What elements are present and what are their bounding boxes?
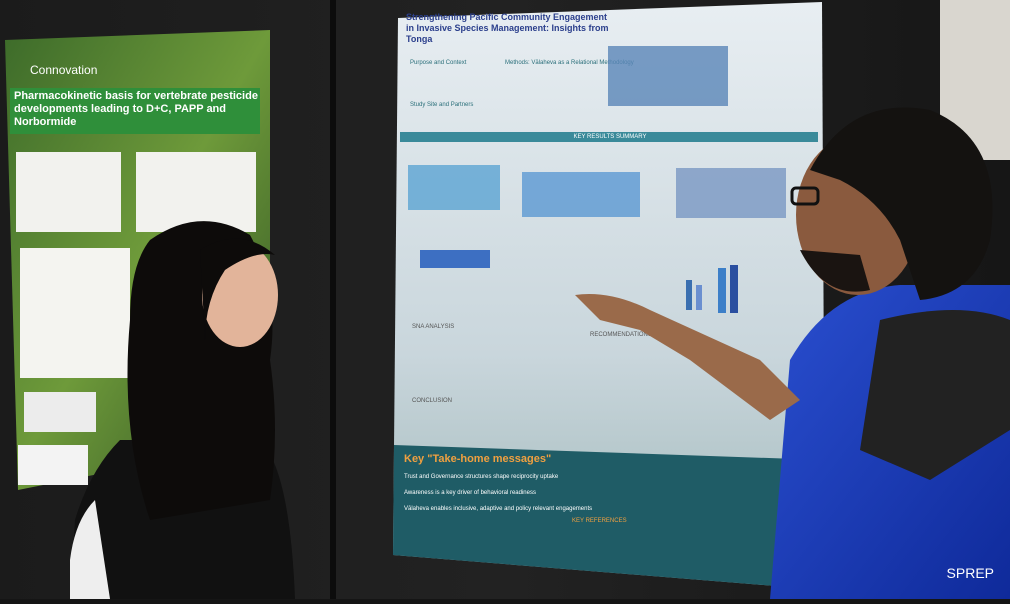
takeaway: Awareness is a key driver of behavioral … [404, 490, 536, 496]
section-heading: RECOMMENDATIONS [590, 332, 652, 338]
panel-seam [330, 0, 336, 599]
poster-title: Strengthening Pacific Community Engageme… [406, 12, 609, 44]
section-heading: Purpose and Context [410, 60, 467, 66]
section-heading: SNA ANALYSIS [412, 324, 454, 330]
section-heading: KEY RESULTS SUMMARY [573, 134, 646, 140]
section-heading: CONCLUSION [412, 398, 452, 404]
takeaway-title: Key "Take-home messages" [404, 453, 551, 465]
section-heading: KEY REFERENCES [572, 518, 627, 524]
poster-logo: Connovation [30, 63, 97, 77]
poster-title: Pharmacokinetic basis for vertebrate pes… [14, 90, 258, 128]
takeaway: Vālaheva enables inclusive, adaptive and… [404, 506, 592, 512]
man [575, 107, 1010, 599]
left-poster: Connovation Pharmacokinetic basis for ve… [5, 30, 270, 490]
section-heading: Study Site and Partners [410, 102, 473, 108]
takeaway: Trust and Governance structures shape re… [404, 474, 559, 480]
photo-credit: SPREP [947, 565, 994, 581]
woman [70, 221, 295, 599]
section-heading: Methods: Vālaheva as a Relational Method… [505, 60, 634, 66]
